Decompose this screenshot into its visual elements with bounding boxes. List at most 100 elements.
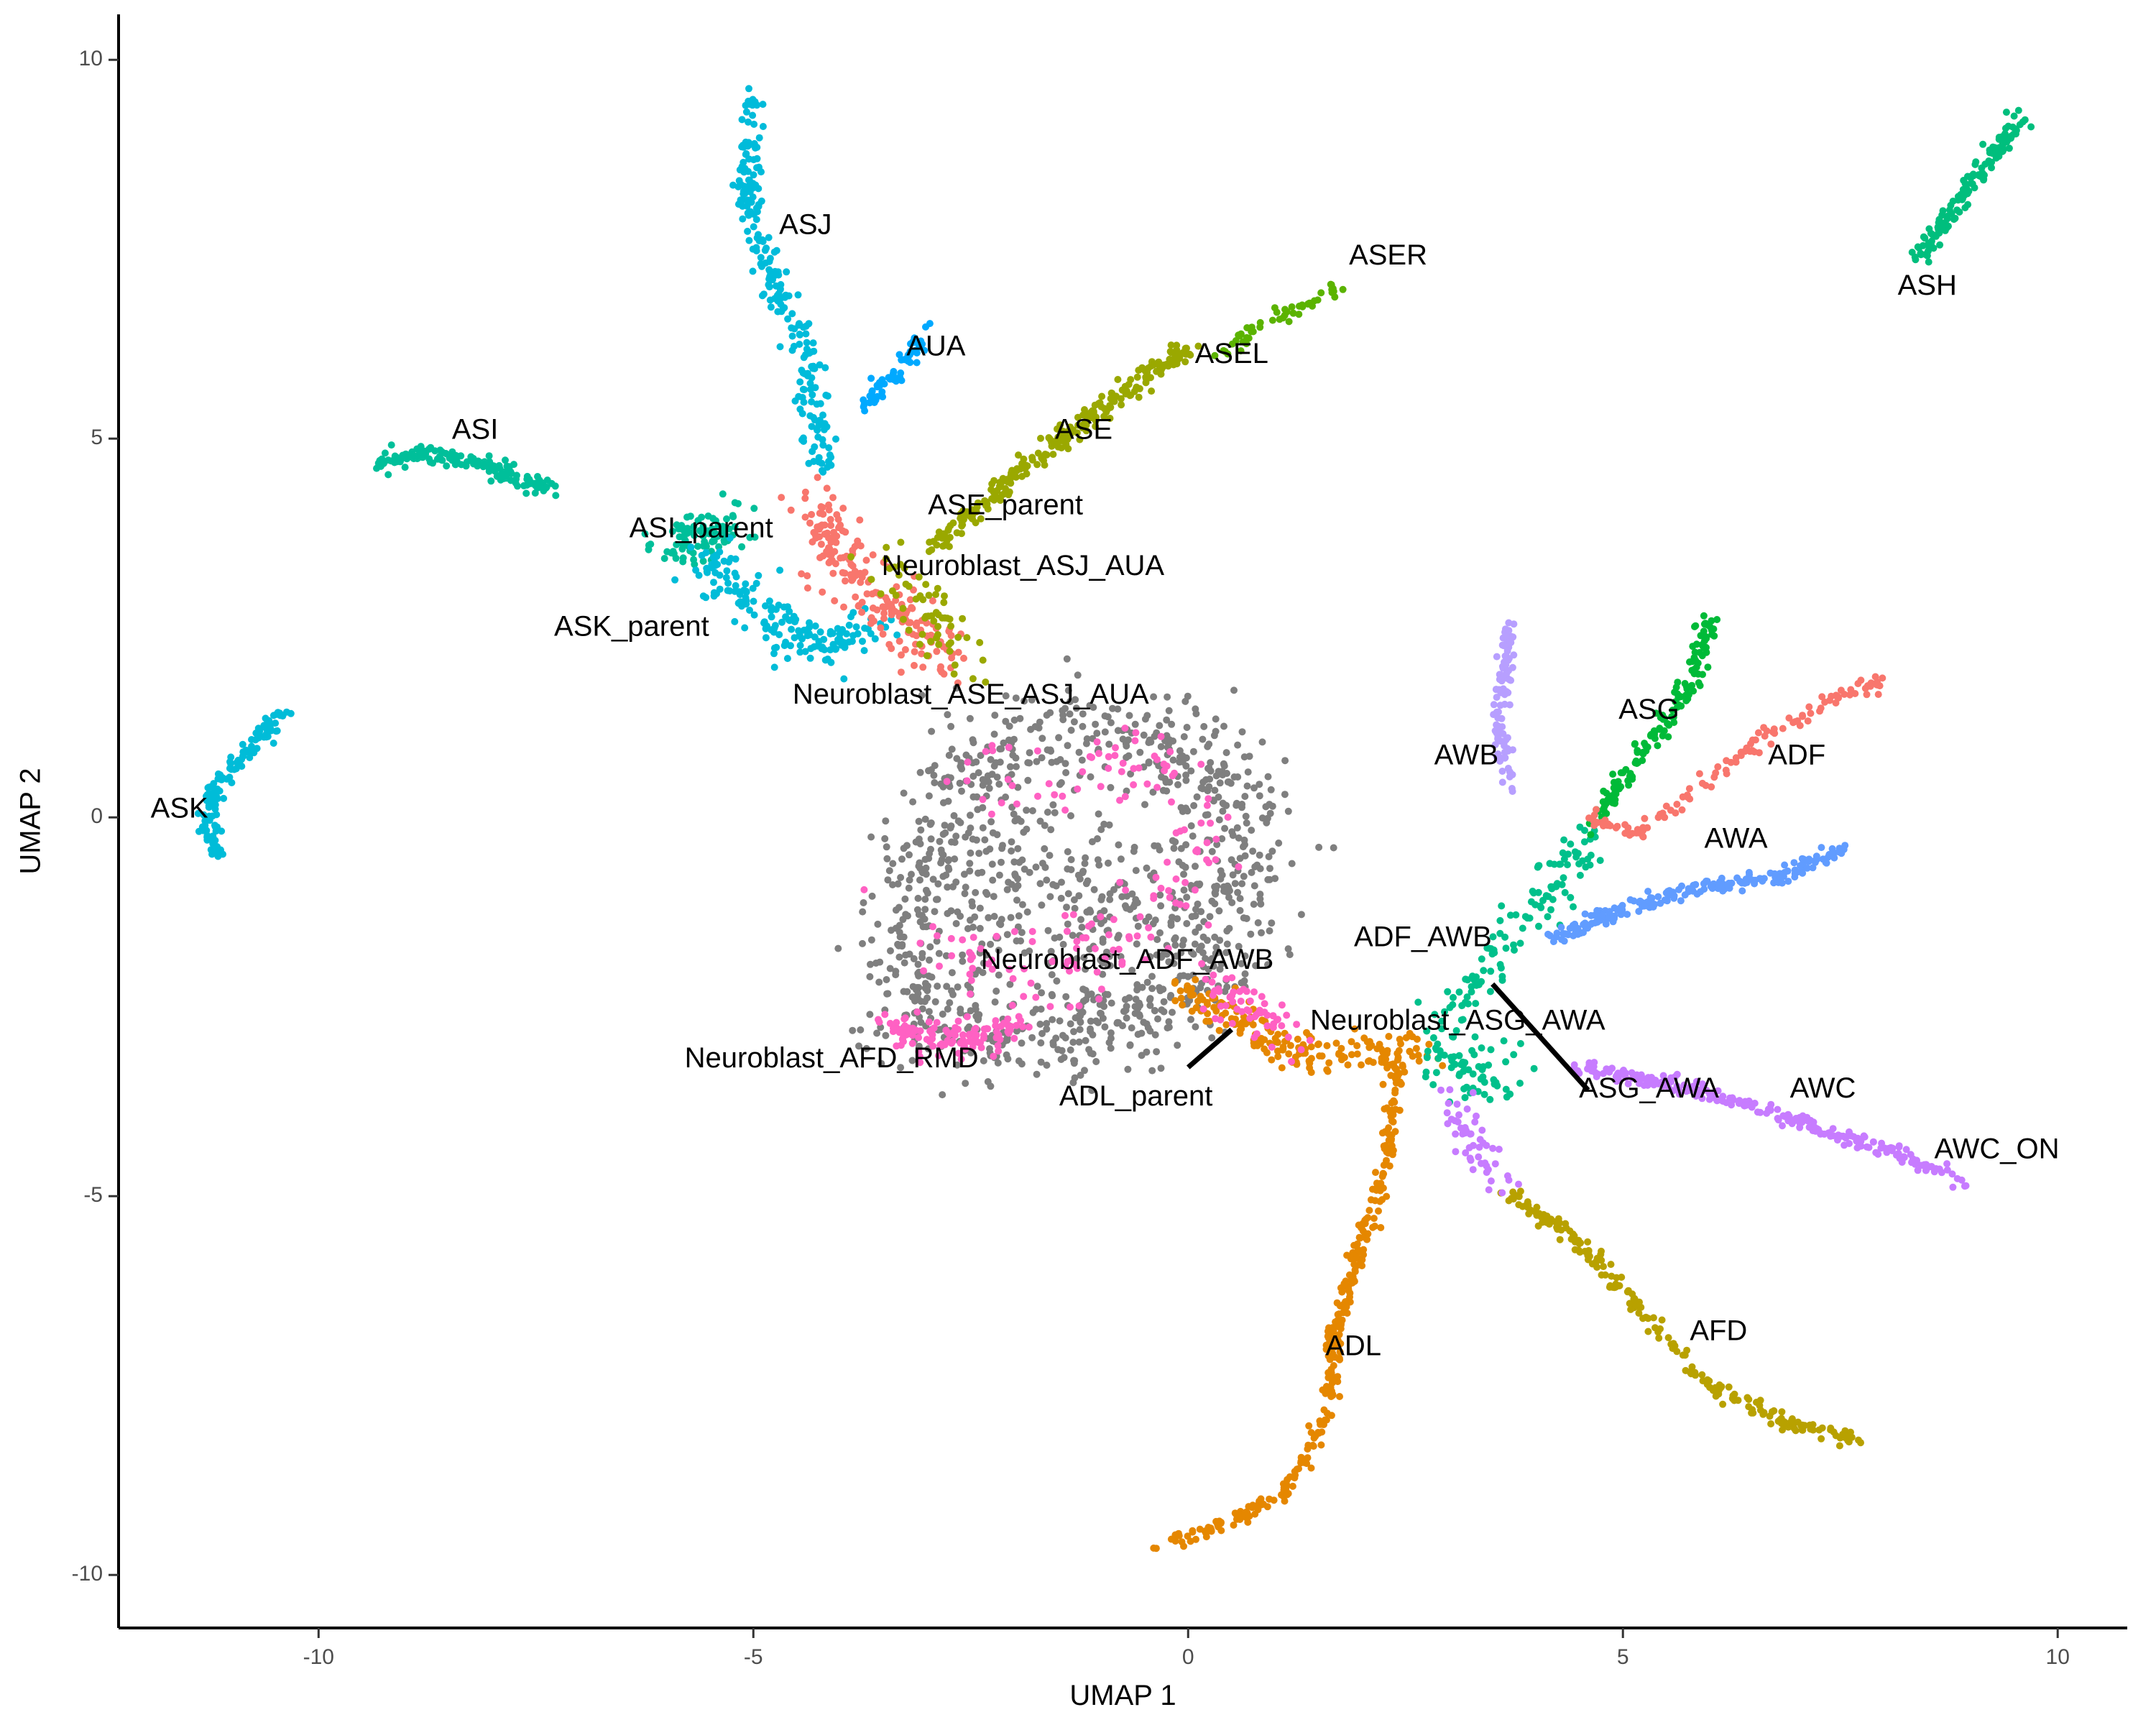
data-point [1128,1024,1135,1032]
data-point [1712,1392,1720,1400]
data-point [1278,1001,1286,1009]
data-point [1432,1044,1439,1052]
data-point [226,758,234,765]
data-point [1067,698,1074,706]
data-point [1180,1542,1187,1550]
data-point [1570,1061,1578,1069]
data-point [1212,835,1220,843]
data-point [745,97,752,105]
data-point [990,913,998,920]
data-point [1749,1406,1756,1414]
data-point [1815,1426,1823,1434]
data-point [1817,1130,1825,1138]
data-point [847,561,855,569]
data-point [936,666,944,673]
data-point [1100,820,1108,828]
data-point [1588,1260,1596,1268]
data-point [1754,729,1762,737]
data-point [698,528,705,536]
data-point [951,661,959,669]
data-point [991,712,999,719]
data-point [1164,944,1172,952]
data-point [1217,1016,1225,1024]
data-point [1081,420,1089,428]
data-point [1452,1148,1460,1156]
data-point [1170,361,1177,369]
data-point [983,891,991,898]
data-point [1307,1043,1315,1051]
data-point [913,984,921,991]
data-point [452,451,460,459]
data-point [1007,914,1015,921]
data-point [1818,1435,1825,1443]
data-point [1835,694,1843,702]
data-point [1240,836,1248,844]
data-point [1170,845,1178,852]
data-point [984,1078,992,1085]
data-point [1557,924,1565,932]
data-point [943,778,951,786]
data-point [1598,1247,1605,1255]
data-point [933,634,941,642]
data-point [889,860,897,868]
data-point [1088,1087,1096,1095]
data-point [892,377,900,385]
data-point [673,540,681,548]
data-point [1241,970,1249,978]
data-point [783,655,791,663]
data-point [1634,748,1641,756]
data-point [1977,172,1984,180]
data-point [1691,622,1698,630]
data-point [1437,1086,1445,1094]
data-point [854,537,862,545]
data-point [1107,783,1115,791]
data-point [911,339,918,346]
data-point [1036,718,1044,726]
data-point [1805,703,1813,711]
data-point [1693,890,1701,898]
data-point [1273,308,1281,316]
data-point [1067,1020,1074,1028]
data-point [761,247,769,254]
data-point [1192,1023,1199,1031]
data-point [1096,1000,1104,1008]
data-point [905,619,913,627]
data-point [1076,875,1084,883]
data-point [1654,742,1662,750]
data-point [211,823,219,830]
data-point [1560,855,1568,863]
data-point [673,521,681,529]
data-point [990,489,998,497]
data-point [948,654,956,662]
data-point [1176,901,1184,908]
data-point [999,842,1006,850]
data-point [1133,940,1141,948]
data-point [1128,967,1136,974]
data-point [1121,793,1129,801]
data-point [785,616,793,624]
data-point [963,634,971,642]
data-point [930,1024,938,1032]
data-point [738,543,746,551]
data-point [723,515,730,523]
data-point [1456,1070,1463,1078]
data-point [1295,1465,1302,1473]
data-point [1248,868,1256,876]
data-point [1702,781,1710,789]
data-point [770,663,778,671]
data-point [1070,1028,1077,1036]
data-point [985,914,992,921]
data-point [757,197,765,205]
data-point [1506,639,1514,647]
data-point [1204,795,1212,803]
data-point [1247,930,1255,938]
data-point [1656,724,1664,732]
data-point [1028,1034,1036,1041]
data-point [710,537,718,545]
y-tick-label: -10 [72,1562,103,1586]
data-point [1079,868,1087,875]
data-point [1663,897,1671,905]
data-point [1799,712,1806,719]
data-point [1334,1373,1342,1381]
